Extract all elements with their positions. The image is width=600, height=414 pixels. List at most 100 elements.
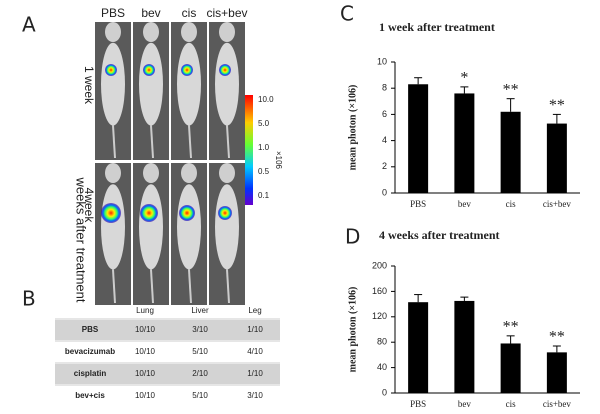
- mouse-body: [139, 184, 163, 270]
- signal: [105, 64, 117, 76]
- mouse-head: [219, 22, 235, 42]
- mouse-images: [95, 22, 245, 305]
- bar: [500, 343, 521, 393]
- table-cell: 2/10: [192, 369, 208, 378]
- mouse-body: [139, 42, 163, 126]
- significance: **: [503, 319, 519, 336]
- x-tick-label: PBS: [410, 399, 426, 409]
- table-header: Liver: [191, 306, 209, 315]
- y-tick-label: 4: [382, 135, 387, 145]
- mouse-head: [143, 22, 159, 42]
- table-cell: 10/10: [135, 347, 156, 356]
- table-cell: 5/10: [192, 347, 208, 356]
- table-cell: 1/10: [247, 369, 263, 378]
- mouse-body: [215, 184, 239, 270]
- y-tick-label: 160: [372, 286, 387, 296]
- y-axis-label: mean photon (×106): [347, 85, 358, 171]
- signal: [219, 64, 231, 76]
- row-label: 4week: [82, 188, 96, 224]
- group-label: PBS: [101, 6, 125, 20]
- y-tick-label: 10: [377, 56, 387, 66]
- bar: [500, 111, 521, 193]
- colorbar-unit: ×106: [274, 151, 283, 170]
- significance: **: [503, 81, 519, 98]
- table-cell: 4/10: [247, 347, 263, 356]
- colorbar-tick: 0.5: [258, 167, 270, 176]
- x-tick-label: cis: [506, 199, 516, 209]
- table-cell: PBS: [82, 325, 99, 334]
- chart-title: 4 weeks after treatment: [379, 228, 500, 242]
- mouse-tail: [226, 125, 230, 159]
- signal: [101, 203, 121, 223]
- bar: [454, 93, 475, 193]
- table-cell: 1/10: [247, 325, 263, 334]
- signal: [179, 205, 195, 221]
- colorbar: [245, 95, 253, 205]
- chart-title: 1 week after treatment: [379, 20, 495, 34]
- table-header: Lung: [136, 306, 154, 315]
- colorbar-tick: 10.0: [258, 95, 274, 104]
- row-bg: [55, 364, 280, 384]
- row-label: 1 week: [82, 66, 96, 105]
- table-cell: 10/10: [135, 391, 156, 400]
- y-tick-label: 2: [382, 161, 387, 171]
- signal: [143, 64, 155, 76]
- y-tick-label: 80: [377, 337, 387, 347]
- significance: *: [460, 70, 468, 87]
- y-tick-label: 40: [377, 362, 387, 372]
- mouse-tail: [188, 125, 192, 159]
- mouse-head: [181, 163, 197, 183]
- panel-label: A: [22, 13, 36, 37]
- mouse-head: [143, 163, 159, 183]
- table-cell: bev+cis: [75, 391, 105, 400]
- charts: C 1 week after treatment mean photon (×106…: [340, 2, 580, 409]
- table-cell: 10/10: [135, 325, 156, 334]
- significance: **: [549, 97, 565, 114]
- y-tick-label: 200: [372, 260, 387, 270]
- row-bg: [55, 320, 280, 340]
- mouse-tail: [150, 125, 154, 159]
- group-label: bev: [141, 6, 160, 20]
- group-label: cis: [182, 6, 197, 20]
- mouse-head: [105, 22, 121, 42]
- y-tick-label: 6: [382, 109, 387, 119]
- group-label: cis+bev: [206, 6, 247, 20]
- bar: [454, 300, 475, 393]
- panel-label: C: [340, 2, 354, 26]
- x-tick-label: bev: [458, 399, 471, 409]
- y-tick-label: 0: [382, 187, 387, 197]
- colorbar-tick: 5.0: [258, 119, 270, 128]
- panel-label: B: [22, 287, 36, 311]
- x-tick-label: bev: [458, 199, 471, 209]
- signal: [140, 204, 158, 222]
- y-tick-label: 8: [382, 83, 387, 93]
- x-tick-label: cis+bev: [543, 399, 572, 409]
- x-tick-label: cis: [506, 399, 516, 409]
- table-cell: 3/10: [247, 391, 263, 400]
- mouse-tail: [112, 269, 116, 304]
- mouse-head: [219, 163, 235, 183]
- bar: [546, 123, 567, 193]
- mouse-tail: [226, 269, 230, 304]
- y-tick-label: 0: [382, 387, 387, 397]
- table: Lung Liver Leg PBS 10/10 3/10 1/10 bevacizumab 1…: [55, 306, 280, 400]
- table-cell: 5/10: [192, 391, 208, 400]
- significance: **: [549, 329, 565, 346]
- signal: [218, 206, 232, 220]
- y-axis-label: mean photon (×106): [347, 287, 358, 373]
- table-header: Leg: [248, 306, 261, 315]
- signal: [181, 64, 193, 76]
- bar: [408, 302, 429, 393]
- table-cell: 10/10: [135, 369, 156, 378]
- mouse-tail: [150, 269, 154, 304]
- mouse-tail: [112, 125, 116, 159]
- colorbar-tick: 1.0: [258, 143, 270, 152]
- mouse-body: [177, 42, 201, 126]
- bar: [546, 352, 567, 393]
- table-cell: bevacizumab: [65, 347, 115, 356]
- mouse-body: [101, 184, 125, 270]
- bar: [408, 84, 429, 193]
- x-tick-label: PBS: [410, 199, 426, 209]
- colorbar-tick: 0.1: [258, 191, 270, 200]
